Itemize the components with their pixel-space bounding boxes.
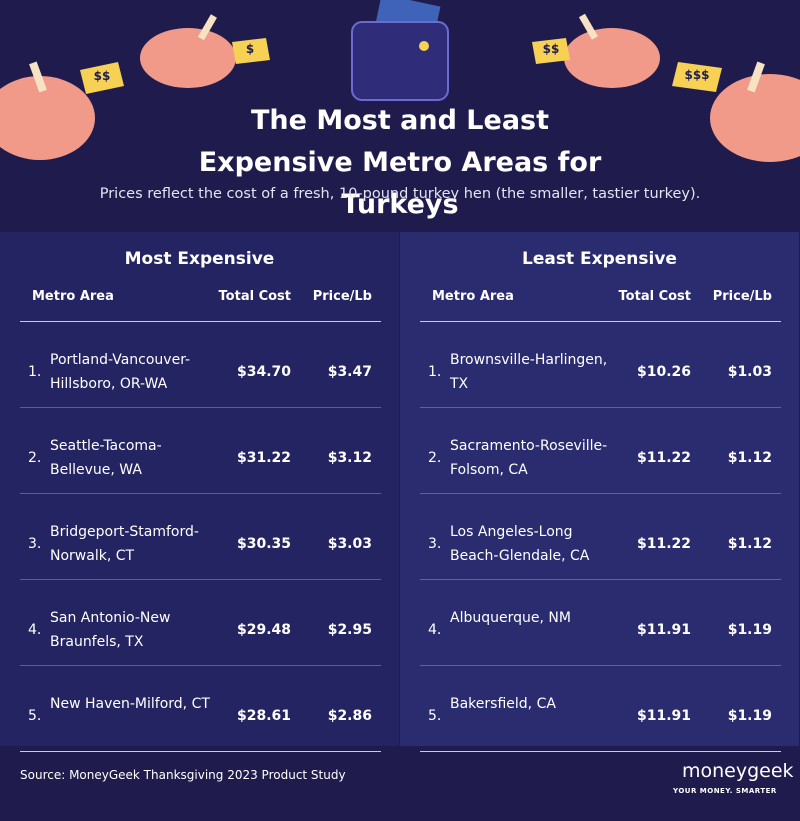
- metro-area: Sacramento-Roseville-Folsom, CA: [450, 438, 608, 478]
- column-header: Total Cost: [218, 289, 291, 304]
- total-cost: $34.70: [236, 364, 291, 380]
- title: The Most and Least Expensive Metro Areas…: [198, 105, 602, 220]
- column-header: Total Cost: [618, 289, 691, 304]
- source: Source: MoneyGeek Thanksgiving 2023 Prod…: [20, 768, 346, 782]
- turkey: $$: [532, 13, 660, 88]
- total-cost: $31.22: [236, 450, 291, 466]
- rank: 5.: [28, 708, 42, 724]
- column-header: Price/Lb: [312, 289, 372, 304]
- rank: 5.: [428, 708, 442, 724]
- price-per-lb: $2.86: [327, 708, 372, 724]
- decoration: $$ $ $$ $$$: [0, 0, 800, 162]
- divider: [420, 751, 781, 752]
- divider: [20, 407, 381, 408]
- total-cost: $30.35: [236, 536, 291, 552]
- price-per-lb: $1.03: [727, 364, 772, 380]
- column-header: Price/Lb: [712, 289, 772, 304]
- table-panel: Least Expensive Metro Area Total Cost Price…: [400, 232, 799, 752]
- rank: 3.: [28, 536, 42, 552]
- divider: [20, 751, 381, 752]
- turkey: $$$: [672, 61, 800, 162]
- price-tag: $$: [543, 42, 560, 56]
- metro-area: New Haven-Milford, CT: [50, 696, 210, 712]
- metro-area: San Antonio-New Braunfels, TX: [50, 610, 171, 650]
- divider: [420, 579, 781, 580]
- price-per-lb: $1.12: [727, 536, 772, 552]
- divider: [420, 321, 781, 322]
- metro-area: Seattle-Tacoma-Bellevue, WA: [50, 438, 162, 478]
- divider: [420, 493, 781, 494]
- price-per-lb: $1.19: [727, 622, 772, 638]
- divider: [20, 579, 381, 580]
- table-title: Least Expensive: [522, 249, 677, 269]
- metro-area: Portland-Vancouver-Hillsboro, OR-WA: [50, 352, 191, 392]
- total-cost: $11.91: [636, 708, 691, 724]
- price-tag: $$$: [684, 68, 709, 82]
- divider: [420, 407, 781, 408]
- rank: 2.: [428, 450, 442, 466]
- total-cost: $11.22: [636, 450, 691, 466]
- column-header: Metro Area: [432, 289, 514, 304]
- metro-area: Brownsville-Harlingen, TX: [450, 352, 608, 392]
- divider: [20, 665, 381, 666]
- metro-area: Bridgeport-Stamford-Norwalk, CT: [50, 524, 199, 564]
- column-header: Metro Area: [32, 289, 114, 304]
- price-per-lb: $3.47: [327, 364, 372, 380]
- rank: 4.: [428, 622, 442, 638]
- price-tag: $$: [94, 69, 111, 83]
- price-per-lb: $2.95: [327, 622, 372, 638]
- price-per-lb: $3.03: [327, 536, 372, 552]
- total-cost: $28.61: [236, 708, 291, 724]
- price-per-lb: $1.12: [727, 450, 772, 466]
- total-cost: $29.48: [236, 622, 291, 638]
- total-cost: $11.22: [636, 536, 691, 552]
- table-title: Most Expensive: [124, 249, 275, 269]
- subtitle: Prices reflect the cost of a fresh, 10-p…: [99, 186, 701, 202]
- price-per-lb: $3.12: [327, 450, 372, 466]
- turkey: $$: [0, 61, 124, 160]
- metro-area: Albuquerque, NM: [450, 610, 571, 626]
- metro-area: Los Angeles-Long Beach-Glendale, CA: [450, 524, 590, 564]
- metro-area: Bakersfield, CA: [450, 696, 556, 712]
- rank: 2.: [28, 450, 42, 466]
- price-per-lb: $1.19: [727, 708, 772, 724]
- rank: 1.: [428, 364, 442, 380]
- tagline: YOUR MONEY. SMARTER: [673, 787, 777, 795]
- rank: 3.: [428, 536, 442, 552]
- divider: [20, 321, 381, 322]
- rank: 1.: [28, 364, 42, 380]
- table-panel: Most Expensive Metro Area Total Cost Price/…: [0, 232, 399, 752]
- rank: 4.: [28, 622, 42, 638]
- total-cost: $11.91: [636, 622, 691, 638]
- total-cost: $10.26: [636, 364, 691, 380]
- wallet: [351, 0, 449, 101]
- divider: [420, 665, 781, 666]
- logo: moneygeek: [682, 760, 794, 782]
- price-tag: $: [246, 42, 254, 56]
- turkey: $: [140, 14, 270, 88]
- divider: [20, 493, 381, 494]
